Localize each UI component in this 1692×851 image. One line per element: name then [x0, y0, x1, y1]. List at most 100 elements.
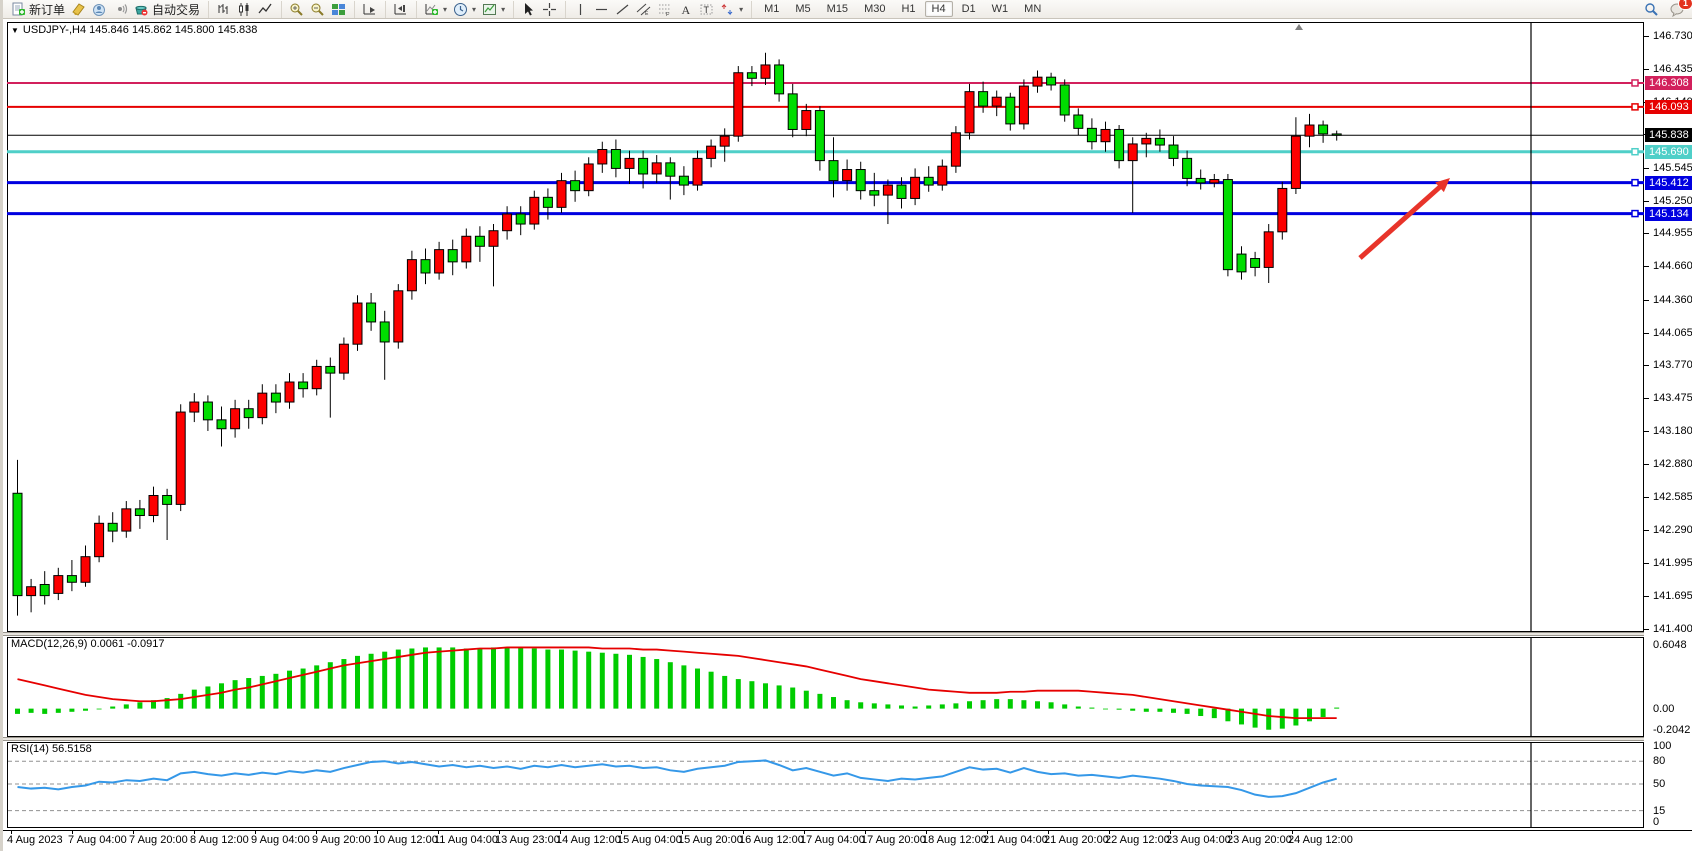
toolbar-group	[208, 0, 280, 18]
panel-splitter-rsi[interactable]	[3, 737, 1692, 741]
price-badge-146.308: 146.308	[1645, 75, 1692, 90]
tf-m30[interactable]: M30	[864, 3, 886, 15]
time-tick-label: 17 Aug 04:00	[800, 834, 865, 846]
macd-panel[interactable]	[7, 637, 1644, 737]
tf-m5[interactable]: M5	[795, 3, 811, 15]
candles-layer	[12, 52, 1342, 616]
tf-m15[interactable]: M15	[826, 3, 849, 15]
arrows-tool-icon[interactable]: ▾	[718, 1, 745, 17]
macd-axis-label: 0.6048	[1653, 638, 1687, 651]
toolbar-group: E F A T ▾	[565, 0, 750, 18]
time-tick-mark	[133, 831, 134, 834]
periods-icon[interactable]: ▾	[451, 1, 478, 17]
chart-shift-icon[interactable]	[391, 1, 410, 17]
time-tick-label: 8 Aug 12:00	[190, 834, 249, 846]
rsi-axis-label: 50	[1653, 778, 1666, 790]
time-tick-label: 24 Aug 12:00	[1288, 834, 1353, 846]
price-tick-label: 143.475	[1653, 392, 1692, 405]
templates-icon[interactable]: ▾	[480, 1, 507, 17]
tf-h1[interactable]: H1	[901, 3, 916, 15]
trendline-tool-icon[interactable]	[613, 1, 632, 17]
fibonacci-tool-icon[interactable]: F	[655, 1, 674, 17]
vertical-line-tool-icon[interactable]	[571, 1, 590, 17]
label-tool-icon[interactable]: T	[697, 1, 716, 17]
time-tick-label: 16 Aug 12:00	[739, 834, 804, 846]
sounds-icon[interactable]	[111, 1, 130, 17]
zoom-out-icon[interactable]	[308, 1, 327, 17]
price-axis[interactable]: 146.730146.435146.140145.845145.545145.2…	[1644, 20, 1692, 830]
toolbar-group: 新订单 自动交易	[4, 1, 207, 18]
time-tick-mark	[72, 831, 73, 834]
indicators-icon-dropdown-caret[interactable]: ▾	[443, 4, 448, 14]
main-price-chart[interactable]	[7, 22, 1644, 632]
rsi-axis-label: 80	[1653, 755, 1666, 768]
price-badge-145.838: 145.838	[1645, 128, 1692, 143]
tf-mn[interactable]: MN	[1024, 3, 1042, 15]
price-tick-label: 142.880	[1653, 458, 1692, 471]
collapse-ohlc-icon[interactable]: ▼	[11, 26, 19, 35]
horizontal-line-tool-icon[interactable]	[592, 1, 611, 17]
crosshair-icon[interactable]	[540, 1, 559, 17]
time-tick-mark	[621, 831, 622, 834]
price-tick-mark	[1644, 497, 1649, 499]
rsi-axis-label: 0	[1653, 816, 1660, 828]
time-tick-label: 4 Aug 2023	[7, 834, 63, 846]
autotrading-button[interactable]: 自动交易	[132, 1, 202, 17]
search-icon[interactable]	[1642, 1, 1661, 17]
trend-arrow-annotation	[1358, 181, 1446, 260]
price-tick-mark	[1644, 529, 1649, 531]
templates-icon-dropdown-caret[interactable]: ▾	[501, 4, 506, 14]
time-tick-mark	[11, 831, 12, 834]
price-tick-mark	[1644, 596, 1649, 598]
time-tick-mark	[194, 831, 195, 834]
equidistant-channel-tool-icon[interactable]: E	[634, 1, 653, 17]
price-tick-label: 144.955	[1653, 227, 1692, 240]
time-tick-mark	[804, 831, 805, 834]
time-tick-mark	[1170, 831, 1171, 834]
price-tick-mark	[1644, 68, 1649, 70]
price-tick-label: 144.660	[1653, 260, 1692, 273]
time-tick-mark	[255, 831, 256, 834]
arrows-tool-icon-dropdown-caret[interactable]: ▾	[739, 4, 744, 14]
line-chart-icon[interactable]	[256, 1, 275, 17]
price-tick-label: 142.290	[1653, 523, 1692, 536]
zoom-in-icon[interactable]	[287, 1, 306, 17]
periods-icon-dropdown-caret[interactable]: ▾	[472, 4, 477, 14]
new-order-button[interactable]: 新订单	[9, 1, 67, 17]
tf-h4[interactable]: H4	[924, 1, 953, 17]
price-tick-mark	[1644, 464, 1649, 466]
time-tick-mark	[316, 831, 317, 834]
price-badge-145.690: 145.690	[1645, 144, 1692, 159]
time-tick-label: 9 Aug 04:00	[251, 834, 310, 846]
time-tick-label: 15 Aug 20:00	[678, 834, 743, 846]
tf-m1[interactable]: M1	[764, 3, 780, 15]
cursor-icon[interactable]	[519, 1, 538, 17]
svg-text:T: T	[704, 5, 710, 15]
new-order-button-label: 新订单	[29, 2, 66, 17]
auto-scroll-icon[interactable]	[360, 1, 379, 17]
bar-chart-icon[interactable]	[214, 1, 233, 17]
text-tool-icon[interactable]: A	[676, 1, 695, 17]
mql5-community-icon[interactable]	[90, 1, 109, 17]
tile-windows-icon[interactable]	[329, 1, 348, 17]
toolbar: 新订单 自动交易 ▾ ▾ ▾ E F A T ▾ M1 M5 M15 M30 H1 H4 D1 W1 MN 1	[3, 0, 1692, 19]
level-line-anchor	[1631, 147, 1639, 156]
tf-w1[interactable]: W1	[991, 3, 1009, 15]
indicators-icon[interactable]: ▾	[422, 1, 449, 17]
metaeditor-icon[interactable]	[69, 1, 88, 17]
rsi-line	[17, 759, 1337, 798]
toolbar-group: ▾ ▾ ▾	[416, 0, 512, 18]
rsi-panel[interactable]	[7, 742, 1644, 828]
tf-d1[interactable]: D1	[961, 3, 976, 15]
candlestick-chart-icon[interactable]	[235, 1, 254, 17]
macd-label: MACD(12,26,9) 0.0061 -0.0917	[11, 638, 165, 650]
level-line-anchor	[1631, 209, 1639, 218]
panel-splitter-macd[interactable]	[3, 632, 1692, 636]
time-axis[interactable]: 4 Aug 2023 7 Aug 04:00 7 Aug 20:00 8 Aug 12…	[3, 830, 1692, 851]
notifications-icon[interactable]: 1	[1667, 0, 1692, 17]
price-tick-mark	[1644, 200, 1649, 202]
macd-axis-label: -0.2042	[1653, 724, 1691, 737]
time-tick-mark	[560, 831, 561, 834]
toolbar-group	[385, 0, 415, 18]
